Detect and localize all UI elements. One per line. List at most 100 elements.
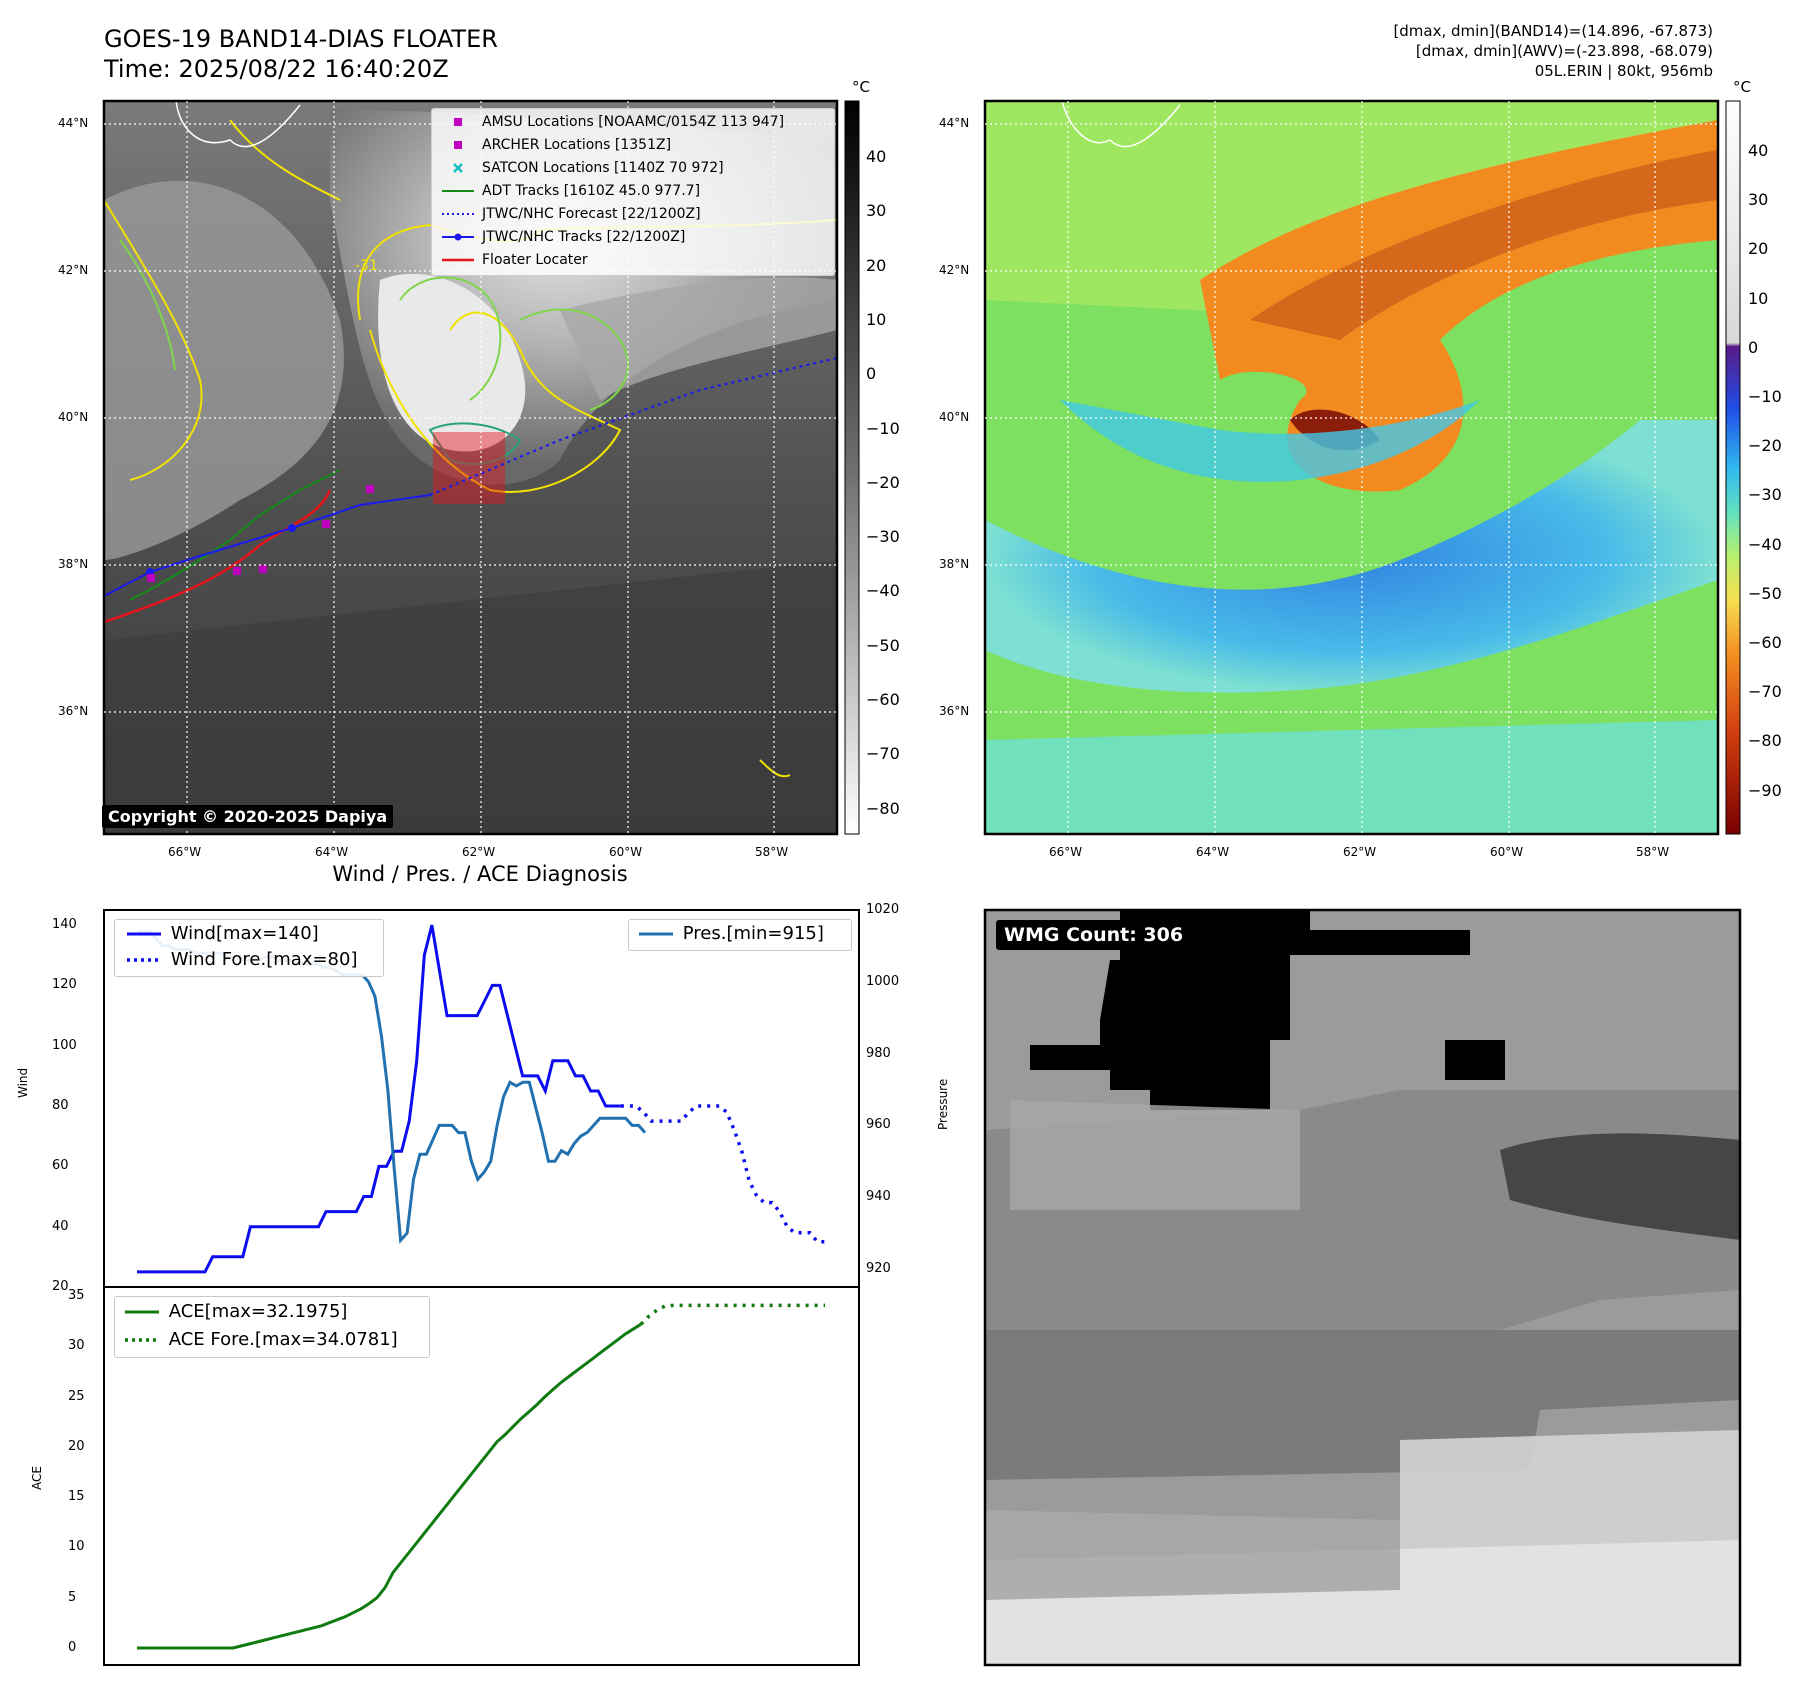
floater-track-line	[104, 489, 332, 624]
ace-legend: ACE[max=32.1975] ACE Fore.[max=34.0781]	[114, 1296, 430, 1358]
wv-lon-label-66: 66°W	[1049, 845, 1083, 859]
lon-label-58: 58°W	[755, 845, 789, 859]
wv-colorbar-tick-11: −70	[1748, 682, 1782, 702]
contour-label: -31	[355, 258, 378, 274]
awv-range-text: [dmax, dmin](AWV)=(-23.898, -68.079)	[1415, 42, 1713, 60]
pressure-ytick-0: 920	[866, 1261, 891, 1277]
red-line-icon	[440, 249, 476, 271]
ir-colorbar	[844, 100, 860, 835]
lon-label-62: 62°W	[462, 845, 496, 859]
lat-label-36: 36°N	[58, 704, 89, 718]
legend-ace-forecast: ACE Fore.[max=34.0781]	[125, 1329, 398, 1350]
wind-ytick-3: 80	[52, 1098, 69, 1114]
pressure-ytick-4: 1000	[866, 973, 900, 989]
wind-ytick-2: 60	[52, 1158, 69, 1174]
wv-colorbar-tick-3: 10	[1748, 288, 1769, 308]
legend-ace: ACE[max=32.1975]	[125, 1301, 348, 1322]
wv-lat-label-42: 42°N	[939, 263, 970, 277]
ir-colorbar-unit: °C	[852, 78, 870, 96]
wv-lat-label-36: 36°N	[939, 704, 970, 718]
wind-series-1	[620, 1104, 825, 1244]
copyright-badge: Copyright © 2020-2025 Dapiya	[102, 805, 394, 828]
magenta-square-icon	[440, 134, 476, 156]
band14-range-text: [dmax, dmin](BAND14)=(14.896, -67.873)	[1393, 22, 1713, 40]
ir-colorbar-tick-1: 30	[866, 201, 887, 221]
wind-ytick-1: 40	[52, 1218, 69, 1234]
wind-ytick-6: 140	[52, 917, 77, 933]
diagnosis-title: Wind / Pres. / ACE Diagnosis	[332, 862, 628, 886]
lat-label-44: 44°N	[58, 116, 89, 130]
storm-info-text: 05L.ERIN | 80kt, 956mb	[1534, 62, 1713, 80]
lat-label-42: 42°N	[58, 263, 89, 277]
wv-lon-label-60: 60°W	[1490, 845, 1524, 859]
wv-colorbar-unit: °C	[1733, 78, 1751, 96]
pressure-ytick-2: 960	[866, 1117, 891, 1133]
wind-series-0	[137, 924, 621, 1274]
wv-colorbar	[1725, 100, 1741, 835]
legend-wind-forecast: Wind Fore.[max=80]	[127, 949, 358, 970]
magenta-square-icon	[440, 111, 476, 133]
wv-colorbar-tick-0: 40	[1748, 141, 1769, 160]
wind-ytick-0: 20	[52, 1279, 69, 1294]
map-legend: AMSU Locations [NOAAMC/0154Z 113 947] AR…	[431, 108, 835, 276]
ir-colorbar-tick-8: −40	[866, 581, 900, 601]
blue-dotted-line-icon	[440, 203, 476, 225]
ir-colorbar-tick-7: −30	[866, 527, 900, 547]
lon-label-64: 64°W	[315, 845, 349, 859]
wv-colorbar-tick-1: 30	[1748, 190, 1769, 210]
ace-ytick-7: 35	[68, 1288, 85, 1303]
wind-legend: Wind[max=140] Wind Fore.[max=80]	[114, 919, 384, 977]
wv-lat-label-44: 44°N	[939, 116, 970, 130]
pressure-legend: Pres.[min=915]	[628, 919, 852, 951]
pressure-axis-label: Pressure	[936, 1078, 950, 1130]
wmg-count-badge: WMG Count: 306	[996, 920, 1192, 950]
lon-label-60: 60°W	[609, 845, 643, 859]
ace-ytick-0: 0	[68, 1640, 77, 1655]
floater-box	[433, 432, 505, 504]
wv-colorbar-tick-10: −60	[1748, 633, 1782, 652]
ir-colorbar-tick-12: −80	[866, 798, 900, 818]
ir-colorbar-tick-9: −50	[866, 635, 900, 655]
ir-colorbar-tick-5: −10	[866, 418, 900, 438]
wv-colorbar-tick-4: 0	[1748, 337, 1759, 357]
lat-label-40: 40°N	[58, 410, 89, 424]
ace-series-1	[639, 1303, 825, 1326]
chart-subtitle-time: Time: 2025/08/22 16:40:20Z	[104, 55, 449, 83]
wind-ytick-4: 100	[52, 1037, 77, 1053]
legend-wind: Wind[max=140]	[127, 923, 319, 944]
lat-label-38: 38°N	[58, 557, 89, 571]
wv-colorbar-tick-6: −20	[1748, 436, 1782, 456]
ir-colorbar-tick-6: −20	[866, 472, 900, 492]
adt-track-line	[129, 469, 341, 601]
ir-colorbar-tick-0: 40	[866, 147, 887, 166]
ir-colorbar-tick-3: 10	[866, 309, 887, 329]
wv-lon-label-62: 62°W	[1343, 845, 1377, 859]
ir-colorbar-tick-2: 20	[866, 255, 887, 275]
lon-label-66: 66°W	[168, 845, 202, 859]
pressure-ytick-3: 980	[866, 1045, 891, 1061]
wv-lon-label-64: 64°W	[1196, 845, 1230, 859]
chart-title: GOES-19 BAND14-DIAS FLOATER	[104, 25, 498, 53]
legend-pressure: Pres.[min=915]	[639, 923, 824, 944]
ace-ytick-6: 30	[68, 1338, 85, 1354]
wv-lat-label-38: 38°N	[939, 557, 970, 571]
ace-ytick-4: 20	[68, 1438, 85, 1454]
blue-line-marker-icon	[440, 226, 476, 248]
ace-ytick-2: 10	[68, 1539, 85, 1555]
wind-axis-label: Wind	[16, 1067, 30, 1098]
forecast-track-line	[429, 356, 837, 497]
wv-colorbar-tick-2: 20	[1748, 239, 1769, 259]
ace-chart-marks	[137, 1303, 825, 1650]
ace-axis-label: ACE	[30, 1466, 44, 1490]
cyan-x-icon	[440, 157, 476, 179]
wind-ytick-5: 120	[52, 977, 77, 993]
wv-colorbar-tick-9: −50	[1748, 583, 1782, 603]
ir-colorbar-tick-4: 0	[866, 364, 877, 384]
pressure-ytick-5: 1020	[866, 902, 900, 917]
ace-ytick-3: 15	[68, 1489, 85, 1505]
wv-colorbar-tick-8: −40	[1748, 534, 1782, 554]
wv-colorbar-tick-5: −10	[1748, 387, 1782, 406]
ace-ytick-1: 5	[68, 1589, 77, 1605]
wmg-panel	[983, 908, 1742, 1667]
